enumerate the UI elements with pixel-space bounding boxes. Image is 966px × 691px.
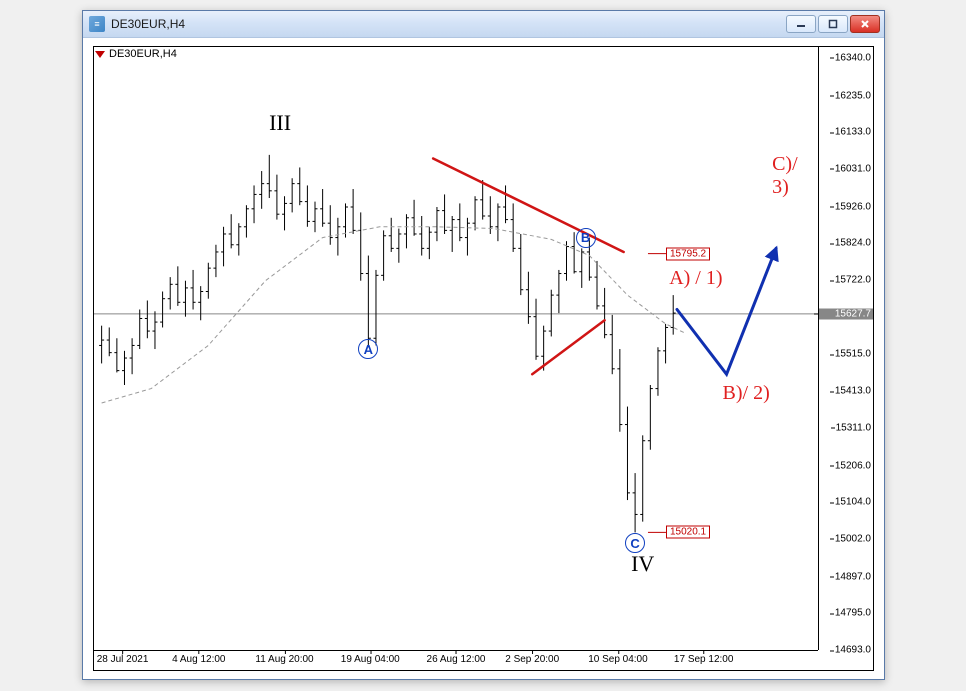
chart-symbol-label: DE30EUR,H4 — [95, 48, 177, 60]
wave-label-B: B — [576, 228, 596, 248]
x-tick: 19 Aug 04:00 — [341, 654, 400, 665]
y-tick: 16340.0 — [835, 52, 871, 63]
symbol-text: DE30EUR,H4 — [109, 48, 177, 60]
y-axis: 16340.0 16235.0 16133.0 16031.0 15926.0 15824… — [818, 47, 873, 650]
x-tick: 4 Aug 12:00 — [172, 654, 225, 665]
y-tick: 15104.0 — [835, 497, 871, 508]
minimize-button[interactable] — [786, 15, 816, 33]
y-tick: 16235.0 — [835, 90, 871, 101]
y-tick: 15413.0 — [835, 386, 871, 397]
annotation: B)/ 2) — [723, 382, 770, 405]
x-tick: 28 Jul 2021 — [97, 654, 149, 665]
y-tick: 15824.0 — [835, 238, 871, 249]
annotation: III — [269, 110, 291, 136]
y-tick: 15926.0 — [835, 201, 871, 212]
close-button[interactable] — [850, 15, 880, 33]
chart-window: ≡ DE30EUR,H4 DE30EUR,H4 15795.2 15020.1 A B… — [82, 10, 885, 680]
wave-label-A: A — [358, 339, 378, 359]
y-tick: 16031.0 — [835, 163, 871, 174]
y-tick: 15515.0 — [835, 349, 871, 360]
annotation: C)/ 3) — [772, 153, 818, 199]
x-tick: 11 Aug 20:00 — [255, 654, 313, 665]
y-tick: 15311.0 — [836, 422, 871, 433]
annotation: A) / 1) — [669, 267, 722, 290]
y-tick: 14693.0 — [835, 645, 871, 656]
x-tick: 10 Sep 04:00 — [588, 654, 648, 665]
x-axis: 28 Jul 2021 4 Aug 12:00 11 Aug 20:00 19 Aug… — [94, 650, 818, 670]
y-tick: 15722.0 — [835, 275, 871, 286]
y-tick: 15002.0 — [835, 533, 871, 544]
x-tick: 2 Sep 20:00 — [505, 654, 559, 665]
chart-frame: 15795.215020.1ABCIIIIVA) / 1)B)/ 2)C)/ 3… — [93, 46, 874, 671]
price-label: 15795.2 — [666, 247, 710, 260]
window-titlebar[interactable]: ≡ DE30EUR,H4 — [83, 11, 884, 38]
x-tick: 26 Aug 12:00 — [427, 654, 486, 665]
down-triangle-icon — [95, 51, 105, 58]
chart-plot-area[interactable]: 15795.215020.1ABCIIIIVA) / 1)B)/ 2)C)/ 3… — [94, 47, 818, 650]
y-tick: 15627.7 — [819, 308, 873, 319]
maximize-button[interactable] — [818, 15, 848, 33]
annotation: IV — [631, 551, 654, 577]
window-icon: ≡ — [89, 16, 105, 32]
y-tick: 14795.0 — [835, 608, 871, 619]
y-tick: 14897.0 — [835, 571, 871, 582]
y-tick: 16133.0 — [835, 127, 871, 138]
window-controls — [786, 15, 884, 33]
window-title: DE30EUR,H4 — [111, 17, 185, 31]
chart-client-area: DE30EUR,H4 15795.215020.1ABCIIIIVA) / 1)… — [87, 42, 880, 675]
x-tick: 17 Sep 12:00 — [674, 654, 734, 665]
y-tick: 15206.0 — [835, 460, 871, 471]
price-label: 15020.1 — [666, 526, 710, 539]
chart-svg-overlay — [94, 47, 818, 650]
